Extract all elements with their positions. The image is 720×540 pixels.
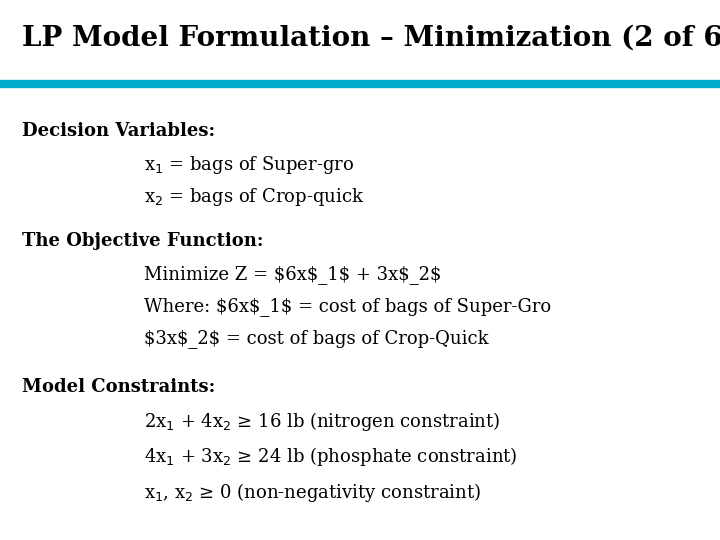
Text: x$_2$ = bags of Crop-quick: x$_2$ = bags of Crop-quick (144, 186, 364, 208)
Text: $3x$_2$ = cost of bags of Crop-Quick: $3x$_2$ = cost of bags of Crop-Quick (144, 329, 489, 348)
Text: Where: $6x$_1$ = cost of bags of Super-Gro: Where: $6x$_1$ = cost of bags of Super-G… (144, 297, 551, 316)
Text: The Objective Function:: The Objective Function: (22, 232, 263, 250)
Text: 4x$_1$ + 3x$_2$ ≥ 24 lb (phosphate constraint): 4x$_1$ + 3x$_2$ ≥ 24 lb (phosphate const… (144, 446, 518, 469)
Text: x$_1$ = bags of Super-gro: x$_1$ = bags of Super-gro (144, 154, 354, 176)
Text: Minimize Z = $6x$_1$ + 3x$_2$: Minimize Z = $6x$_1$ + 3x$_2$ (144, 265, 441, 284)
Text: Model Constraints:: Model Constraints: (22, 378, 215, 396)
Text: Decision Variables:: Decision Variables: (22, 122, 215, 139)
Text: LP Model Formulation – Minimization (2 of 6): LP Model Formulation – Minimization (2 o… (22, 24, 720, 51)
Text: 2x$_1$ + 4x$_2$ ≥ 16 lb (nitrogen constraint): 2x$_1$ + 4x$_2$ ≥ 16 lb (nitrogen constr… (144, 410, 500, 434)
Text: x$_1$, x$_2$ ≥ 0 (non-negativity constraint): x$_1$, x$_2$ ≥ 0 (non-negativity constra… (144, 481, 481, 504)
